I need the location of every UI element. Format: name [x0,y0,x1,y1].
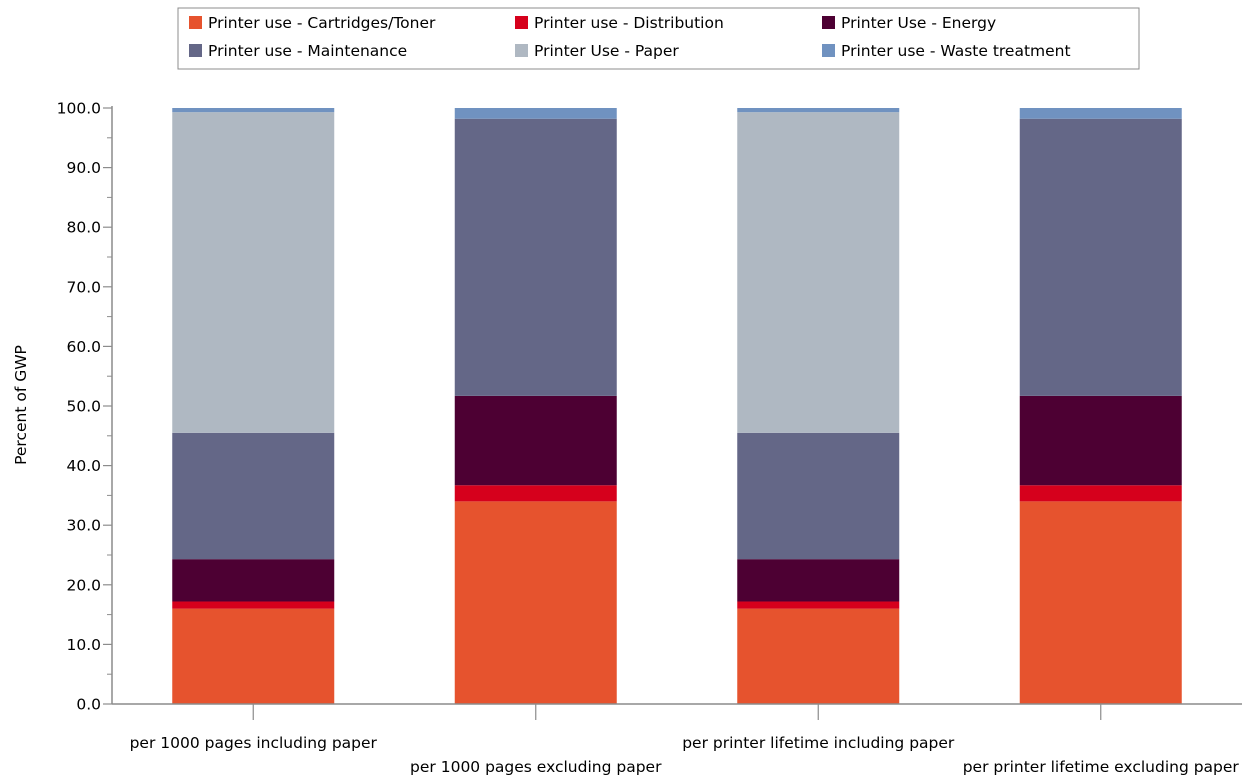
bar-segment [737,112,900,433]
axes: 0.0 10.0 20.0 30.0 40.0 50.0 60.0 70.0 80.0 90.0 1… [57,100,1242,776]
bar-segment [1019,108,1182,119]
legend-entry: Printer use - Maintenance [208,42,407,60]
y-tick-label: 30.0 [66,517,101,535]
legend-swatch [189,16,202,29]
y-tick-label: 20.0 [66,576,101,594]
bar-segment [1019,501,1182,704]
legend-swatch [822,16,835,29]
legend-frame [177,7,1140,70]
legend: Printer use - Cartridges/Toner Printer us… [177,7,1140,70]
y-tick-label: 40.0 [66,457,101,475]
legend-swatch [822,44,835,57]
legend-entry: Printer use - Distribution [534,14,724,32]
y-tick-label: 50.0 [66,398,101,416]
bar-segment [737,559,900,602]
bar-segment [172,559,335,602]
x-category-label: per 1000 pages including paper [130,734,378,752]
x-category-label: per printer lifetime excluding paper [963,758,1240,776]
bar-segment [172,608,335,704]
bar-segment [1019,118,1182,396]
x-category-label: per printer lifetime including paper [682,734,955,752]
bar-segment [1019,485,1182,502]
bar-segment [1019,395,1182,486]
x-category-label: per 1000 pages excluding paper [410,758,662,776]
legend-entry: Printer Use - Paper [534,42,679,60]
bar-segment [172,112,335,433]
bars [172,108,1182,704]
legend-entry: Printer use - Cartridges/Toner [208,14,436,32]
y-axis-label: Percent of GWP [12,345,30,465]
bar-segment [737,608,900,704]
legend-entry: Printer use - Waste treatment [841,42,1071,60]
y-tick-label: 10.0 [66,636,101,654]
bar-segment [737,601,900,609]
bar-segment [454,108,617,119]
y-tick-label: 80.0 [66,219,101,237]
legend-swatch [189,44,202,57]
bar-segment [172,108,335,113]
y-tick-label: 60.0 [66,338,101,356]
bar-segment [454,395,617,486]
y-tick-label: 90.0 [66,159,101,177]
bar-segment [737,432,900,560]
legend-swatch [515,44,528,57]
y-tick-label: 100.0 [57,100,101,118]
bar-segment [454,501,617,704]
legend-swatch [515,16,528,29]
bar-segment [172,601,335,609]
y-tick-label: 0.0 [76,696,101,714]
bar-segment [454,485,617,502]
bar-segment [172,432,335,560]
bar-segment [454,118,617,396]
y-tick-label: 70.0 [66,278,101,296]
bar-segment [737,108,900,113]
legend-entry: Printer Use - Energy [841,14,996,32]
